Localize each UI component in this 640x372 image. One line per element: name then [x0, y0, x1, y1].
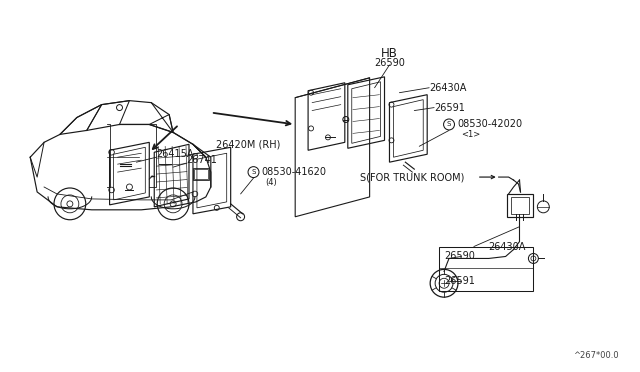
Text: 26741: 26741: [186, 155, 217, 165]
Text: 26591: 26591: [444, 276, 475, 286]
Text: 26590: 26590: [444, 251, 475, 262]
Text: S: S: [252, 169, 256, 175]
Text: HB: HB: [381, 46, 398, 60]
Bar: [439, 247, 533, 291]
Text: 26430A: 26430A: [429, 83, 467, 93]
Bar: [193, 168, 209, 180]
Bar: [511, 197, 529, 214]
Text: 26420M (RH): 26420M (RH): [216, 139, 280, 149]
Text: (4): (4): [266, 177, 277, 186]
Text: ^267*00.0: ^267*00.0: [573, 351, 619, 360]
Bar: [194, 169, 208, 179]
Text: 26590: 26590: [374, 58, 405, 68]
Text: <1>: <1>: [461, 130, 480, 139]
Text: 08530-41620: 08530-41620: [262, 167, 326, 177]
Text: S: S: [447, 122, 451, 128]
Bar: [507, 194, 533, 217]
Text: 26415A: 26415A: [156, 149, 194, 159]
Text: 08530-42020: 08530-42020: [457, 119, 522, 129]
Text: S(FOR TRUNK ROOM): S(FOR TRUNK ROOM): [360, 172, 464, 182]
Text: 26591: 26591: [434, 103, 465, 113]
Text: 26430A: 26430A: [489, 241, 526, 251]
